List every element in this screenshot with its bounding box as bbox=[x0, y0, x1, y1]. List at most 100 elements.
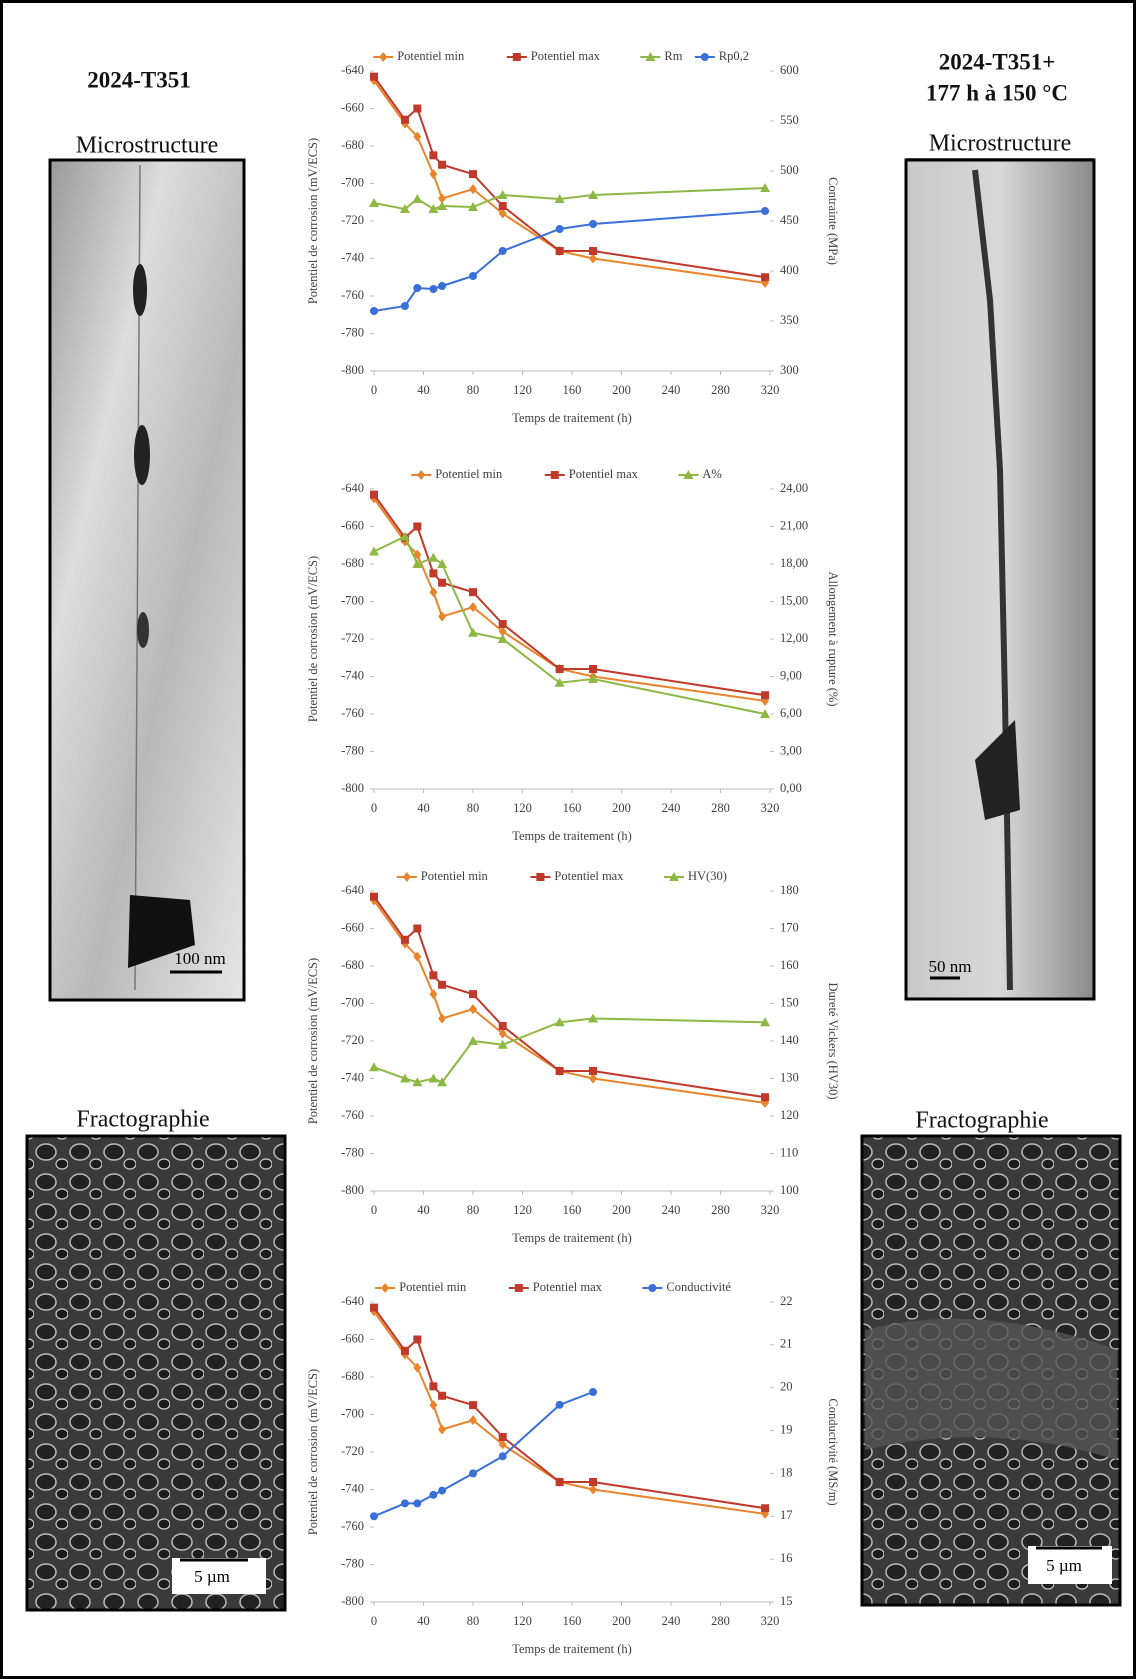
marker bbox=[437, 1077, 448, 1087]
y2-tick-label: 350 bbox=[780, 313, 799, 327]
marker bbox=[550, 471, 559, 479]
marker bbox=[589, 1388, 598, 1396]
x-tick-label: 40 bbox=[417, 1203, 430, 1217]
marker bbox=[400, 1499, 409, 1508]
marker bbox=[412, 194, 423, 203]
x-tick-label: 320 bbox=[761, 801, 780, 815]
y-tick-label: -700 bbox=[341, 995, 364, 1009]
panel-title: 2024-T351 bbox=[87, 67, 191, 92]
marker bbox=[469, 272, 477, 280]
marker bbox=[589, 247, 598, 255]
series-line bbox=[373, 1310, 766, 1515]
y2-tick-label: 180 bbox=[780, 883, 799, 897]
y-tick-label: -800 bbox=[341, 1594, 364, 1608]
y2-tick-label: 15 bbox=[780, 1594, 793, 1608]
series-line bbox=[373, 535, 766, 715]
marker bbox=[429, 569, 438, 578]
x-tick-label: 200 bbox=[612, 1614, 631, 1628]
y2-tick-label: 18,00 bbox=[780, 556, 808, 570]
y-axis-label: Potentiel de corrosion (mV/ECS) bbox=[306, 138, 320, 304]
marker bbox=[429, 169, 438, 180]
series-line bbox=[373, 899, 766, 1104]
y-tick-label: -640 bbox=[341, 1294, 364, 1308]
y-tick-label: -680 bbox=[341, 138, 364, 152]
marker bbox=[438, 1391, 447, 1400]
scale-label: 5 µm bbox=[1046, 1556, 1082, 1575]
y2-axis-label: Conductivité (MS/m) bbox=[826, 1398, 840, 1505]
marker bbox=[412, 559, 423, 568]
x-tick-label: 200 bbox=[612, 383, 631, 397]
marker bbox=[429, 1490, 438, 1499]
y-tick-label: -660 bbox=[341, 920, 364, 934]
y-tick-label: -780 bbox=[341, 325, 364, 339]
y2-tick-label: 150 bbox=[780, 995, 799, 1009]
marker bbox=[400, 115, 409, 124]
chart: 0 40 80 120 160 200 240 280 320 -800 -780 -760 -740 -… bbox=[306, 467, 840, 843]
panel-label: Microstructure bbox=[929, 131, 1072, 157]
y-tick-label: -740 bbox=[341, 1481, 364, 1495]
marker bbox=[438, 578, 447, 587]
y2-tick-label: 24,00 bbox=[780, 481, 808, 495]
marker bbox=[429, 1382, 438, 1391]
marker bbox=[645, 52, 656, 61]
marker bbox=[468, 202, 478, 211]
y-tick-label: -660 bbox=[341, 100, 364, 114]
marker bbox=[512, 53, 521, 61]
x-tick-label: 120 bbox=[513, 383, 532, 397]
y-tick-label: -780 bbox=[341, 743, 364, 757]
marker bbox=[369, 1062, 379, 1072]
x-tick-label: 160 bbox=[563, 1203, 582, 1217]
x-tick-label: 0 bbox=[371, 801, 377, 815]
marker bbox=[536, 873, 545, 881]
y2-tick-label: 500 bbox=[780, 163, 799, 177]
x-axis-label: Temps de traitement (h) bbox=[512, 411, 632, 425]
y2-tick-label: 15,00 bbox=[780, 593, 808, 607]
marker bbox=[700, 53, 709, 61]
y-tick-label: -800 bbox=[341, 1183, 364, 1197]
x-tick-label: 0 bbox=[371, 1614, 377, 1628]
series-line bbox=[373, 896, 766, 1099]
x-tick-label: 80 bbox=[467, 1203, 480, 1217]
x-tick-label: 120 bbox=[513, 1614, 532, 1628]
y2-tick-label: 140 bbox=[780, 1033, 799, 1047]
marker bbox=[469, 602, 477, 613]
marker bbox=[413, 951, 422, 962]
marker bbox=[498, 1022, 507, 1030]
marker bbox=[417, 470, 426, 480]
marker bbox=[761, 691, 770, 700]
chart: 0 40 80 120 160 200 240 280 320 -800 -780 -760 -740 -… bbox=[306, 869, 840, 1245]
legend-label: Rm bbox=[664, 49, 682, 63]
legend-label: Potentiel min bbox=[399, 1280, 467, 1294]
marker bbox=[498, 620, 507, 628]
marker bbox=[469, 170, 477, 179]
y-tick-label: -720 bbox=[341, 1033, 364, 1047]
marker bbox=[589, 1478, 598, 1486]
marker bbox=[438, 160, 447, 169]
marker bbox=[683, 470, 694, 479]
y2-tick-label: 17 bbox=[780, 1508, 793, 1522]
marker bbox=[413, 1362, 422, 1373]
y2-tick-label: 160 bbox=[780, 958, 799, 972]
y2-tick-label: 120 bbox=[780, 1108, 799, 1122]
x-tick-label: 120 bbox=[513, 801, 532, 815]
marker bbox=[469, 588, 477, 597]
x-tick-label: 0 bbox=[371, 383, 377, 397]
marker bbox=[413, 1335, 422, 1344]
marker bbox=[588, 190, 599, 199]
marker bbox=[428, 552, 439, 562]
x-tick-label: 320 bbox=[761, 1203, 780, 1217]
y2-tick-label: 600 bbox=[780, 63, 799, 77]
marker bbox=[760, 709, 771, 718]
y2-tick-label: 550 bbox=[780, 113, 799, 127]
marker bbox=[589, 1067, 598, 1075]
y-tick-label: -680 bbox=[341, 556, 364, 570]
panel-label: Fractographie bbox=[915, 1108, 1048, 1134]
marker bbox=[589, 665, 598, 673]
y2-tick-label: 3,00 bbox=[780, 743, 802, 757]
marker bbox=[588, 674, 599, 683]
marker bbox=[399, 1073, 410, 1083]
micrograph: 50 nm bbox=[904, 158, 1096, 1001]
marker bbox=[497, 1039, 508, 1049]
marker bbox=[369, 546, 379, 556]
y-tick-label: -700 bbox=[341, 175, 364, 189]
